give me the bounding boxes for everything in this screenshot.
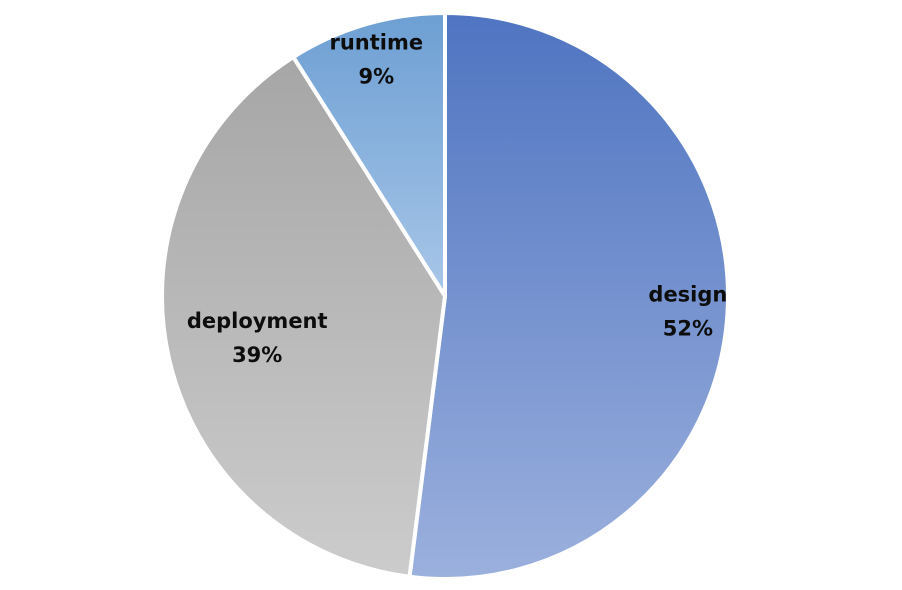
slice-value-label-design: 52%	[663, 316, 713, 340]
slice-value-label-deployment: 39%	[232, 343, 282, 367]
slice-category-label-deployment: deployment	[187, 309, 328, 333]
slice-category-label-design: design	[648, 282, 727, 306]
slice-category-label-runtime: runtime	[329, 31, 423, 55]
slice-value-label-runtime: 9%	[358, 65, 394, 89]
pie-slice-design	[407, 11, 730, 581]
pie-labels: design 52% deployment 39% runtime 9%	[187, 31, 728, 367]
pie-slices	[160, 11, 730, 581]
pie-slice-runtime	[291, 11, 447, 298]
